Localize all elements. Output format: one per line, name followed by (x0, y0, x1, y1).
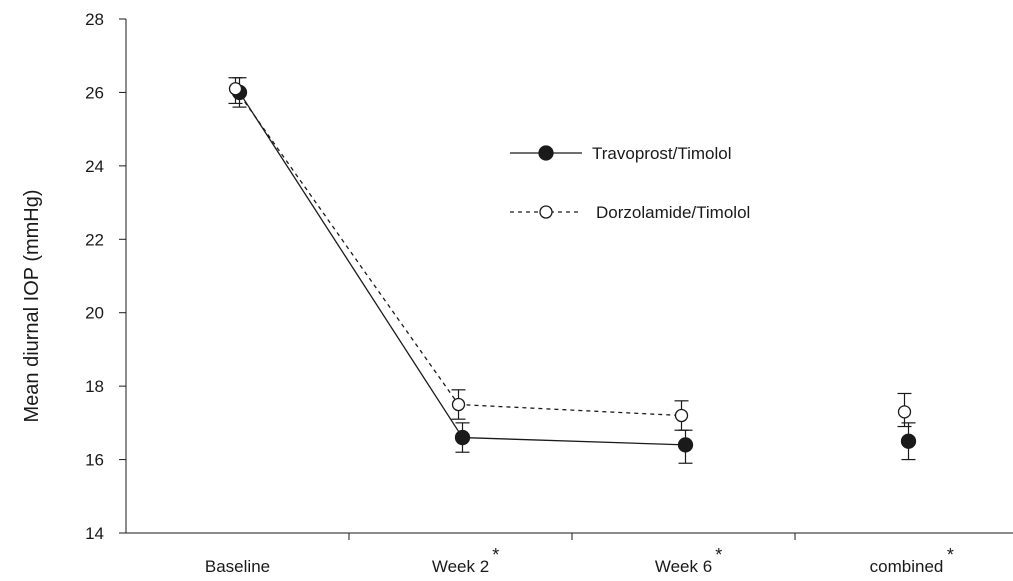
legend-label: Dorzolamide/Timolol (596, 203, 750, 222)
series-line-segment (234, 88, 460, 405)
series-line-segment (462, 436, 686, 446)
data-point (677, 437, 694, 453)
x-category-label: Week 6 (655, 557, 712, 576)
y-tick-label: 24 (85, 157, 104, 176)
x-axis-categories: Baseline Week 2*Week 6*combined* (205, 533, 954, 576)
data-point (454, 429, 471, 446)
x-category-label: Baseline (205, 557, 270, 576)
y-tick-label: 20 (85, 304, 104, 323)
significance-marker: * (947, 545, 954, 565)
series-layer (228, 77, 917, 464)
series-0 (231, 77, 917, 464)
y-tick-label: 22 (85, 230, 104, 249)
y-tick-label: 26 (85, 83, 104, 102)
legend: Travoprost/Timolol Dorzolamide/Timolol (510, 144, 750, 222)
x-category-label: combined (870, 557, 944, 576)
data-point (900, 433, 917, 449)
axes (125, 19, 1013, 534)
y-tick-label: 14 (85, 524, 104, 543)
data-point (451, 397, 466, 412)
data-point (228, 82, 243, 96)
x-category-label: Week 2 (432, 557, 489, 576)
significance-marker: * (715, 545, 722, 565)
data-point (897, 405, 912, 419)
series-1 (228, 77, 912, 431)
legend-marker (539, 205, 553, 219)
y-tick-label: 18 (85, 377, 104, 396)
series-line-segment (458, 403, 682, 417)
legend-marker (538, 145, 554, 161)
legend-label: Travoprost/Timolol (592, 144, 732, 163)
y-tick-label: 16 (85, 451, 104, 470)
series-line-segment (238, 92, 464, 438)
y-axis-ticks: 14 16 18 20 22 24 26 28 (85, 10, 126, 543)
y-axis-title: Mean diurnal IOP (mmHg) (21, 189, 43, 422)
y-tick-label: 28 (85, 10, 104, 29)
data-point (674, 408, 689, 423)
significance-marker: * (492, 545, 499, 565)
